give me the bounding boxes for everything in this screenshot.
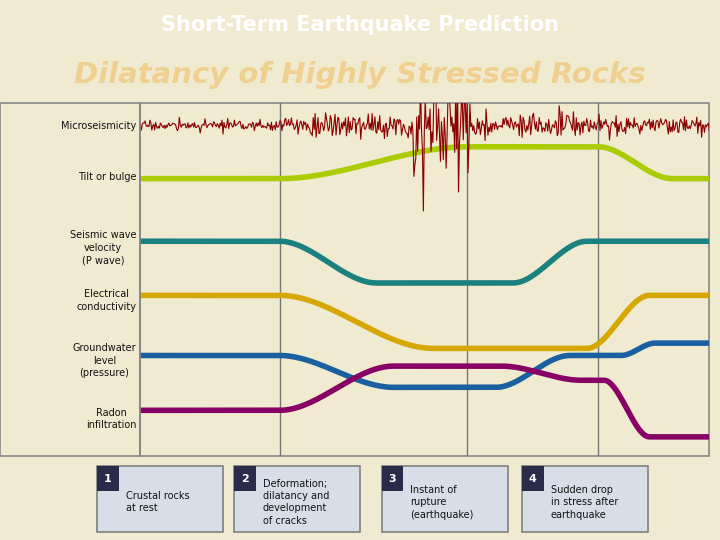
- Text: 1: 1: [104, 474, 112, 484]
- Bar: [382, 467, 403, 491]
- Text: Seismic wave
velocity
(P wave): Seismic wave velocity (P wave): [70, 230, 136, 265]
- Bar: [522, 467, 648, 531]
- Bar: [97, 467, 223, 531]
- Text: 3: 3: [389, 474, 396, 484]
- Text: Radon
infiltration: Radon infiltration: [86, 408, 136, 430]
- Text: Instant of
rupture
(earthquake): Instant of rupture (earthquake): [410, 485, 474, 519]
- Text: Crustal rocks
at rest: Crustal rocks at rest: [126, 491, 189, 514]
- Text: Microseismicity: Microseismicity: [61, 120, 136, 131]
- Text: 4: 4: [529, 474, 536, 484]
- Bar: [382, 467, 508, 531]
- Text: Short-Term Earthquake Prediction: Short-Term Earthquake Prediction: [161, 15, 559, 35]
- Bar: [234, 467, 256, 491]
- Text: Deformation;
dilatancy and
development
of cracks: Deformation; dilatancy and development o…: [263, 478, 329, 526]
- Text: 2: 2: [241, 474, 248, 484]
- Bar: [97, 467, 119, 491]
- Text: Sudden drop
in stress after
earthquake: Sudden drop in stress after earthquake: [551, 485, 618, 519]
- Text: Tilt or bulge: Tilt or bulge: [78, 172, 136, 182]
- Bar: [234, 467, 360, 531]
- Text: Groundwater
level
(pressure): Groundwater level (pressure): [73, 343, 136, 378]
- Bar: [522, 467, 544, 491]
- Text: Electrical
conductivity: Electrical conductivity: [76, 289, 136, 312]
- Text: Dilatancy of Highly Stressed Rocks: Dilatancy of Highly Stressed Rocks: [74, 61, 646, 89]
